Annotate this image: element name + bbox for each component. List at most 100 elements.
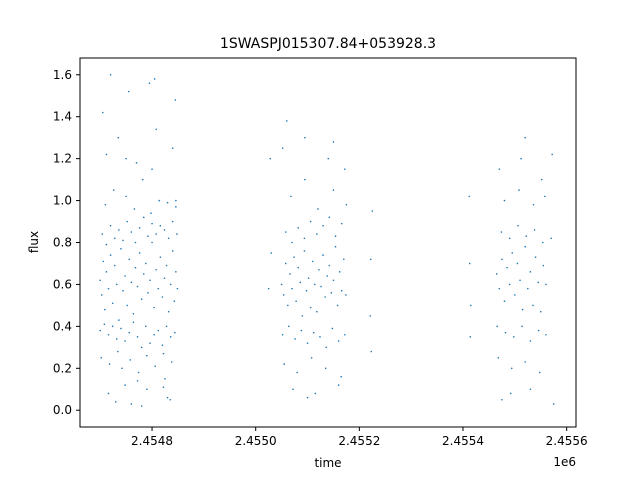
data-point: [369, 315, 372, 317]
data-point: [501, 258, 503, 261]
data-point: [147, 235, 149, 238]
data-point: [330, 292, 333, 294]
data-point: [337, 340, 340, 342]
data-point: [344, 168, 346, 170]
data-point: [468, 262, 471, 265]
data-point: [544, 195, 546, 198]
data-point: [120, 327, 122, 330]
x-offset-label: 1e6: [553, 455, 576, 469]
data-point: [136, 380, 139, 382]
data-point: [130, 281, 133, 284]
data-point: [167, 237, 170, 240]
data-point: [122, 239, 124, 242]
data-point: [529, 271, 532, 273]
data-point: [317, 208, 319, 210]
data-point: [107, 392, 110, 395]
data-point: [135, 162, 138, 164]
data-point: [146, 354, 148, 357]
data-point: [336, 304, 339, 307]
data-point: [145, 262, 147, 265]
y-tick-label: 1.4: [53, 110, 72, 124]
data-point: [130, 403, 133, 405]
y-tick-label: 1.6: [53, 68, 72, 82]
data-point: [297, 266, 300, 269]
data-point: [161, 296, 164, 298]
data-point: [500, 231, 503, 233]
data-point: [320, 285, 322, 288]
data-point: [137, 371, 140, 374]
data-point: [151, 168, 153, 170]
data-point: [325, 346, 327, 349]
data-point: [267, 287, 270, 290]
data-point: [284, 262, 287, 265]
data-point: [306, 342, 309, 344]
data-point: [113, 237, 116, 240]
data-point: [508, 283, 511, 286]
data-point: [149, 279, 151, 282]
data-point: [165, 264, 168, 267]
data-point: [514, 294, 516, 296]
data-point: [132, 321, 135, 323]
data-point: [129, 359, 132, 361]
data-point: [292, 388, 294, 391]
data-point: [126, 304, 128, 307]
data-point: [529, 340, 532, 342]
data-point: [175, 271, 177, 273]
data-point: [171, 147, 174, 149]
data-point: [469, 304, 472, 307]
data-point: [142, 216, 145, 219]
data-point: [175, 206, 177, 208]
data-point: [517, 224, 519, 227]
data-point: [134, 266, 137, 269]
data-points: [99, 73, 555, 407]
data-point: [550, 237, 552, 240]
data-point: [176, 233, 178, 235]
data-point: [516, 262, 519, 265]
data-point: [174, 99, 177, 101]
data-point: [125, 157, 127, 160]
data-point: [533, 229, 536, 231]
data-point: [128, 258, 131, 261]
data-point: [150, 212, 152, 214]
data-point: [316, 310, 318, 313]
data-point: [504, 331, 507, 334]
data-point: [498, 287, 501, 290]
data-point: [161, 344, 164, 347]
x-axis-label: time: [314, 456, 341, 470]
data-point: [498, 168, 501, 170]
data-point: [340, 222, 343, 225]
data-point: [538, 371, 541, 374]
data-point: [324, 367, 327, 370]
data-point: [113, 264, 116, 267]
data-point: [163, 229, 166, 231]
data-point: [537, 281, 539, 284]
data-point: [529, 388, 532, 391]
data-point: [149, 342, 151, 344]
data-point: [105, 271, 108, 273]
data-point: [345, 203, 348, 206]
data-point: [101, 233, 104, 235]
data-point: [140, 298, 143, 300]
data-point: [527, 287, 529, 290]
data-point: [120, 247, 122, 250]
x-tick-label: 2.4554: [442, 434, 484, 448]
data-point: [159, 256, 162, 258]
data-point: [344, 333, 346, 336]
data-point: [371, 210, 374, 212]
y-tick-label: 0.8: [53, 236, 72, 250]
y-axis-ticks: 0.0 0.2 0.4 0.6 0.8 1.0 1.2 1.4 1.6: [53, 68, 80, 417]
data-point: [304, 136, 306, 139]
data-point: [332, 279, 335, 282]
data-point: [503, 199, 506, 202]
data-point: [124, 384, 126, 386]
data-point: [303, 250, 306, 252]
data-point: [307, 277, 310, 279]
y-tick-label: 0.4: [53, 319, 72, 333]
data-point: [296, 371, 298, 374]
data-point: [496, 325, 499, 328]
data-point: [503, 300, 506, 303]
data-point: [116, 338, 118, 340]
data-point: [148, 82, 151, 84]
data-point: [107, 287, 110, 290]
